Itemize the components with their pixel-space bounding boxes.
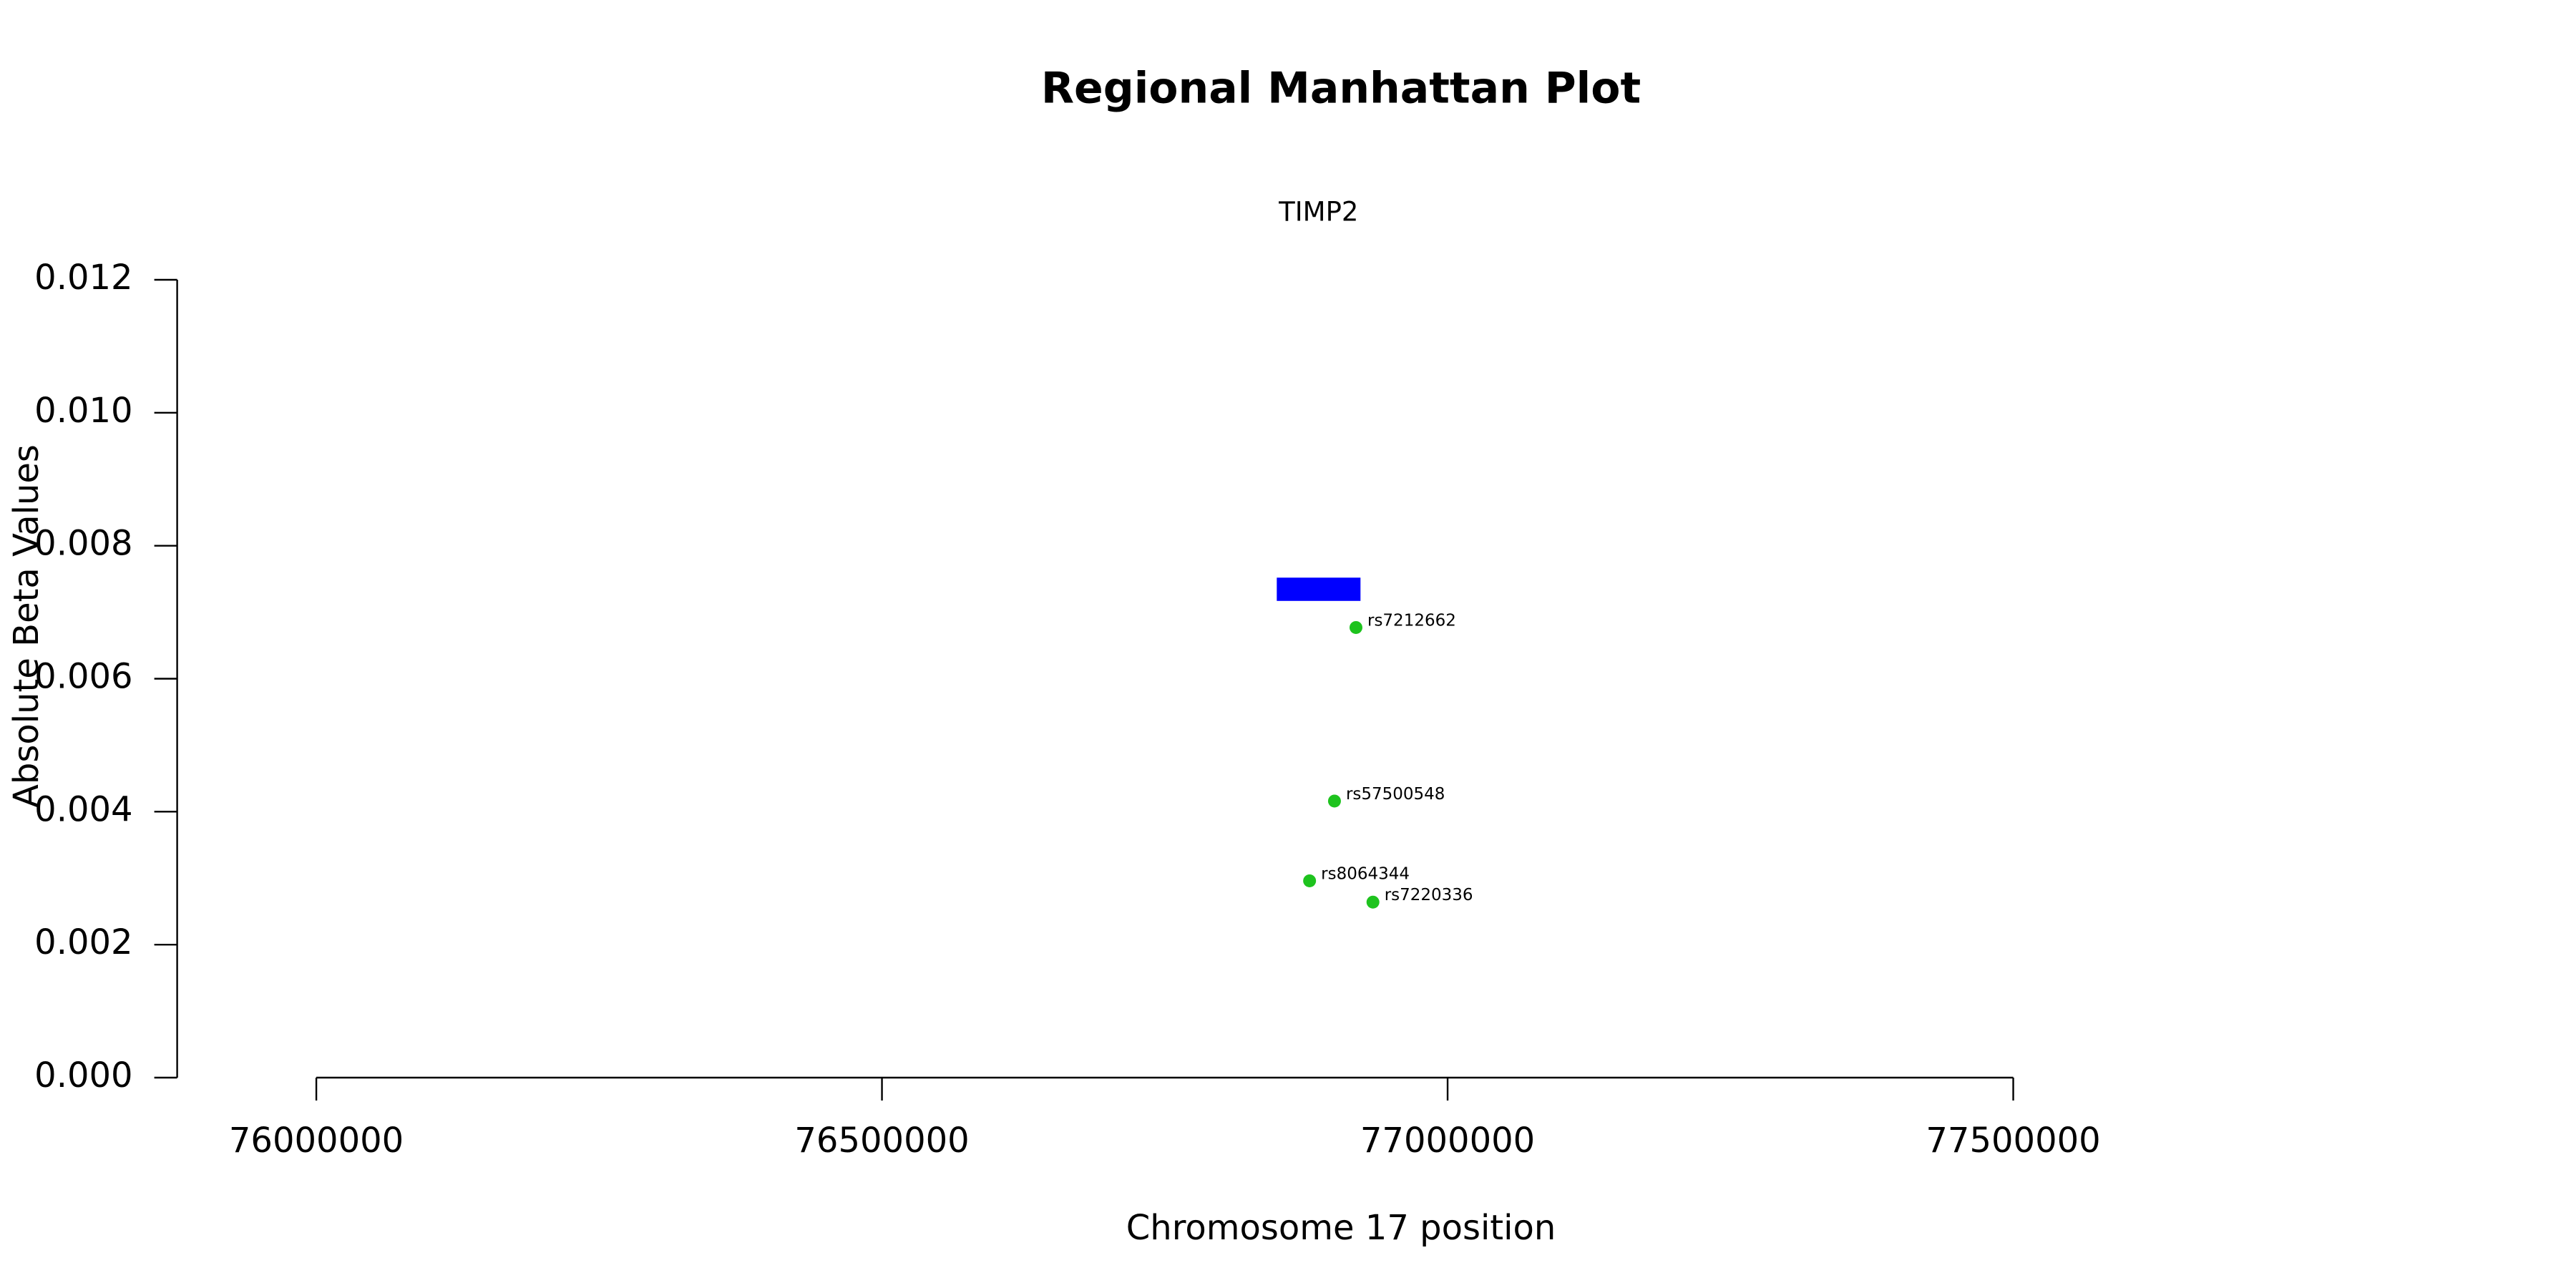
snp-label: rs7212662 bbox=[1367, 611, 1456, 630]
y-tick-label: 0.010 bbox=[34, 391, 132, 431]
snp-point bbox=[1349, 620, 1362, 634]
y-tick-label: 0.008 bbox=[34, 524, 132, 564]
x-tick-label: 77500000 bbox=[1926, 1121, 2100, 1161]
y-axis-label: Absolute Beta Values bbox=[6, 444, 47, 808]
y-tick-label: 0.006 bbox=[34, 657, 132, 697]
snp-point bbox=[1366, 895, 1380, 909]
y-tick-label: 0.002 bbox=[34, 922, 132, 962]
snp-label: rs8064344 bbox=[1321, 864, 1410, 883]
snp-point bbox=[1303, 874, 1317, 887]
y-tick-label: 0.000 bbox=[34, 1055, 132, 1096]
x-axis-label: Chromosome 17 position bbox=[1126, 1208, 1556, 1248]
gene-name: TIMP2 bbox=[1278, 197, 1358, 228]
chart-title: Regional Manhattan Plot bbox=[1041, 64, 1641, 114]
y-tick-label: 0.012 bbox=[34, 258, 132, 298]
x-tick-label: 76000000 bbox=[229, 1121, 404, 1161]
gene-block bbox=[1277, 577, 1361, 601]
y-tick-label: 0.004 bbox=[34, 789, 132, 829]
x-tick-label: 76500000 bbox=[794, 1121, 969, 1161]
snp-label: rs57500548 bbox=[1346, 785, 1445, 804]
snp-label: rs7220336 bbox=[1385, 886, 1473, 904]
x-tick-label: 77000000 bbox=[1360, 1121, 1535, 1161]
snp-point bbox=[1327, 794, 1341, 808]
